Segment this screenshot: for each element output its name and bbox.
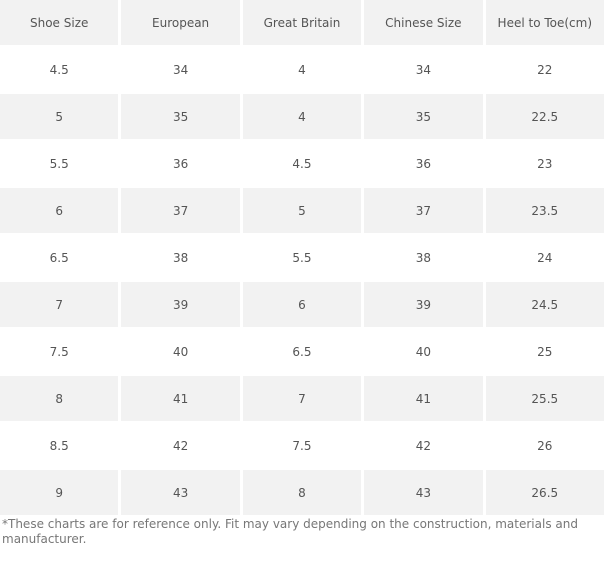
header-cell: Chinese Size (364, 0, 483, 45)
row: 7.5 40 6.5 40 25 (0, 329, 604, 374)
cell: 39 (364, 282, 483, 327)
row: 8.5 42 7.5 42 26 (0, 423, 604, 468)
cell: 38 (172, 250, 189, 265)
cell: 36 (415, 156, 431, 171)
row: 8 41 7 41 25.5 (0, 376, 604, 421)
cell: 35 (364, 94, 483, 139)
cell: 6.5 (49, 250, 69, 265)
cell: 8 (242, 470, 362, 515)
cell: 41 (121, 376, 240, 421)
cell: 43 (121, 470, 240, 515)
cell: 5.5 (49, 156, 69, 171)
cell: 24 (537, 250, 553, 265)
cell: 22.5 (485, 94, 604, 139)
cell: 4 (242, 94, 362, 139)
cell: 6 (242, 282, 362, 327)
header-row: Shoe Size European Great Britain Chinese Si… (0, 0, 604, 45)
row: 6.5 38 5.5 38 24 (0, 235, 604, 280)
cell: 23.5 (485, 188, 604, 233)
header-cell: Heel to Toe(cm) (485, 0, 604, 45)
cell: 8 (0, 376, 119, 421)
footnote: *These charts are for reference only. Fi… (2, 517, 578, 546)
cell: 34 (172, 62, 189, 77)
cell: 5 (242, 188, 362, 233)
cell: 36 (172, 156, 189, 171)
cell: 7 (242, 376, 362, 421)
cell: 42 (172, 438, 189, 453)
row: 5.5 36 4.5 36 23 (0, 141, 604, 186)
header-cell: Great Britain (242, 0, 362, 45)
row: 5 35 4 35 22.5 (0, 94, 604, 139)
cell: 8.5 (49, 438, 69, 453)
cell: 6.5 (292, 344, 312, 359)
cell: 5.5 (292, 250, 312, 265)
cell: 5 (0, 94, 119, 139)
cell: 25 (537, 344, 553, 359)
cell: 24.5 (485, 282, 604, 327)
cell: 7.5 (292, 438, 312, 453)
cell: 4 (298, 62, 306, 77)
row: 4.5 34 4 34 22 (0, 47, 604, 92)
cell: 40 (415, 344, 431, 359)
cell: 40 (172, 344, 189, 359)
row: 6 37 5 37 23.5 (0, 188, 604, 233)
header-cell: Shoe Size (0, 0, 119, 45)
size-table: Shoe Size European Great Britain Chinese Si… (0, 0, 604, 515)
cell: 41 (364, 376, 483, 421)
cell: 37 (121, 188, 240, 233)
cell: 7.5 (49, 344, 69, 359)
cell: 39 (121, 282, 240, 327)
cell: 26 (537, 438, 553, 453)
cell: 7 (0, 282, 119, 327)
cell: 4.5 (49, 62, 69, 77)
cell: 25.5 (485, 376, 604, 421)
cell: 35 (121, 94, 240, 139)
cell: 37 (364, 188, 483, 233)
cell: 23 (537, 156, 553, 171)
cell: 9 (0, 470, 119, 515)
cell: 4.5 (292, 156, 312, 171)
cell: 42 (415, 438, 431, 453)
cell: 22 (537, 62, 553, 77)
cell: 38 (415, 250, 431, 265)
header-cell: European (121, 0, 240, 45)
row: 9 43 8 43 26.5 (0, 470, 604, 515)
row: 7 39 6 39 24.5 (0, 282, 604, 327)
cell: 6 (0, 188, 119, 233)
cell: 26.5 (485, 470, 604, 515)
cell: 43 (364, 470, 483, 515)
cell: 34 (415, 62, 431, 77)
